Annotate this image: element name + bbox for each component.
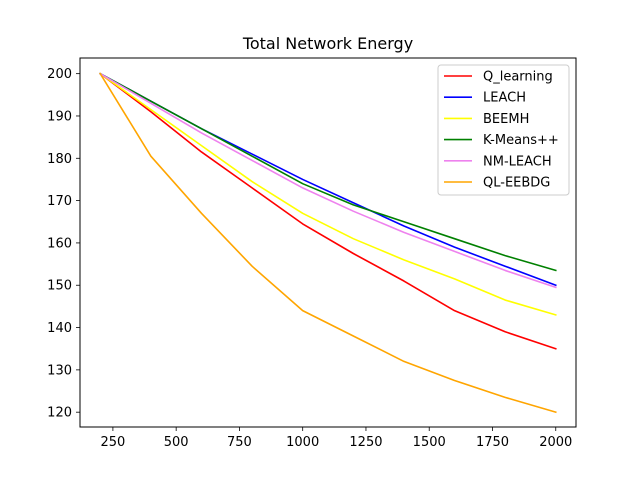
x-tick-label: 1500: [413, 435, 446, 450]
legend-label: NM-LEACH: [483, 154, 552, 169]
plot-frame: [79, 57, 577, 428]
x-tick-label: 2000: [539, 435, 572, 450]
legend-label: Q_learning: [483, 70, 553, 85]
series-line-5: [99, 72, 557, 289]
y-tick-label: 190: [47, 109, 72, 124]
legend-label: K-Means++: [483, 133, 559, 148]
y-tick-label: 180: [47, 152, 72, 167]
x-tick-label: 1750: [476, 435, 509, 450]
x-tick-label: 250: [100, 435, 125, 450]
legend-label: BEEMH: [483, 112, 529, 127]
series-line-3: [99, 72, 557, 316]
series-layer: [99, 72, 557, 414]
legend: Q_learning LEACH BEEMH K-Means++ NM-LEACH QL-…: [437, 64, 570, 196]
y-tick-label: 150: [47, 279, 72, 294]
chart-title: Total Network Energy: [242, 34, 413, 53]
x-tick-label: 1000: [286, 435, 319, 450]
series-line-6: [99, 72, 557, 414]
y-axis: 120 130 140 150 160 170 180 190 200: [47, 67, 80, 421]
series-line-4: [99, 72, 557, 272]
x-tick-label: 500: [164, 435, 189, 450]
y-tick-label: 160: [47, 236, 72, 251]
y-tick-label: 120: [47, 406, 72, 421]
y-tick-label: 200: [47, 67, 72, 82]
y-tick-label: 140: [47, 321, 72, 336]
legend-label: LEACH: [483, 91, 526, 106]
y-tick-label: 170: [47, 194, 72, 209]
series-line-1: [99, 72, 557, 350]
x-tick-label: 750: [227, 435, 252, 450]
x-axis: 250 500 750 1000 1250 1500 1750 2000: [100, 427, 572, 450]
y-tick-label: 130: [47, 363, 72, 378]
legend-label: QL-EEBDG: [483, 176, 550, 191]
x-tick-label: 1250: [349, 435, 382, 450]
